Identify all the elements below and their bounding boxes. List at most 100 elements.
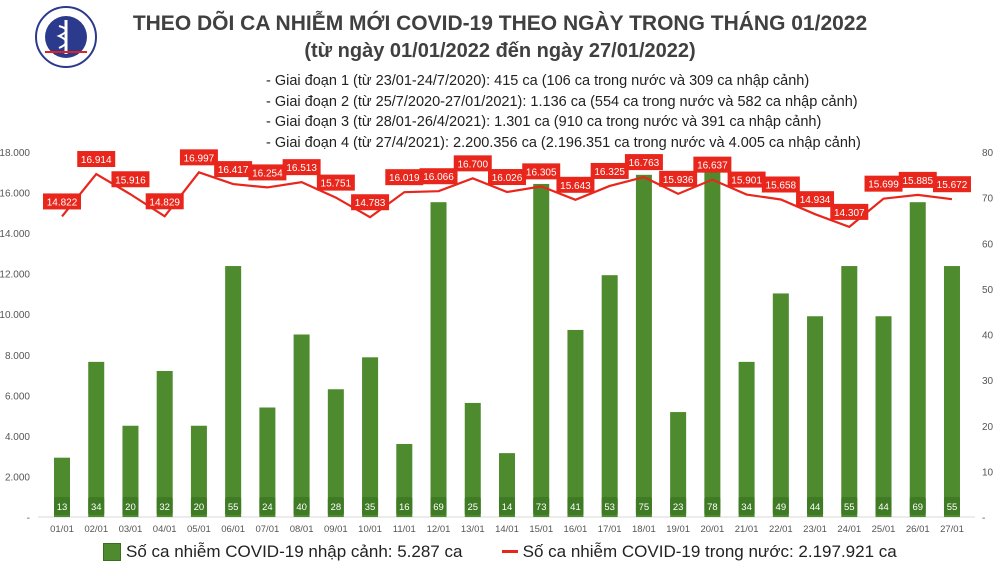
line-data-label: 14.783 xyxy=(355,198,386,209)
line-label-box xyxy=(111,171,150,188)
line-label-box xyxy=(898,171,937,188)
bar xyxy=(88,361,105,517)
bar-label-box xyxy=(567,497,584,515)
bar-label-box xyxy=(190,497,207,515)
bar xyxy=(772,293,789,517)
x-tick-label: 09/01 xyxy=(324,524,348,535)
right-tick-label: 40 xyxy=(982,331,994,342)
x-tick-label: 19/01 xyxy=(666,524,690,535)
ministry-of-health-logo xyxy=(35,6,97,68)
bar-label-box xyxy=(396,497,413,515)
x-tick-label: 20/01 xyxy=(700,524,724,535)
bar-label-box xyxy=(738,497,755,515)
note-2: - Giai đoạn 2 (từ 25/7/2020-27/01/2021):… xyxy=(266,93,858,110)
bar-data-label: 55 xyxy=(228,502,239,513)
bar-data-label: 49 xyxy=(776,502,787,513)
note-4: - Giai đoạn 4 (từ 27/4/2021): 2.200.356 … xyxy=(266,134,861,151)
line-data-label: 15.699 xyxy=(868,180,899,191)
x-tick-label: 08/01 xyxy=(290,524,314,535)
line-label-box xyxy=(214,161,253,178)
right-tick-label: 70 xyxy=(982,194,994,205)
bar-label-box xyxy=(293,497,310,515)
bar-label-box xyxy=(259,497,276,515)
x-tick-label: 10/01 xyxy=(358,524,382,535)
bar-label-box xyxy=(841,497,858,515)
bar-data-label: 34 xyxy=(741,502,752,513)
right-tick-label: 10 xyxy=(982,467,994,478)
bar-data-label: 44 xyxy=(878,502,889,513)
bar xyxy=(156,371,173,517)
line-label-box xyxy=(179,149,218,166)
bar xyxy=(225,266,242,517)
bar xyxy=(943,266,960,517)
bar xyxy=(807,316,824,517)
chart-subtitle: (từ ngày 01/01/2022 đến ngày 27/01/2022) xyxy=(304,40,696,62)
bar xyxy=(601,275,618,517)
line-data-label: 15.672 xyxy=(937,180,968,191)
bar-label-box xyxy=(943,497,960,515)
line-data-label: 15.936 xyxy=(663,175,694,186)
bar xyxy=(841,266,858,517)
bar-data-label: 13 xyxy=(57,502,68,513)
x-tick-label: 23/01 xyxy=(803,524,827,535)
bar-label-box xyxy=(601,497,618,515)
x-tick-label: 26/01 xyxy=(906,524,930,535)
bar xyxy=(909,202,926,517)
line-data-label: 16.066 xyxy=(423,172,454,183)
bar-data-label: 16 xyxy=(399,502,410,513)
right-tick-label: 20 xyxy=(982,422,994,433)
bar-data-label: 28 xyxy=(331,502,342,513)
bar xyxy=(190,425,207,517)
line-label-box xyxy=(830,203,869,220)
line-data-label: 16.417 xyxy=(218,165,249,176)
line-label-box xyxy=(556,176,595,193)
line-data-label: 14.829 xyxy=(149,197,180,208)
bar-label-box xyxy=(225,497,242,515)
line-label-box xyxy=(145,193,184,210)
left-tick-label: 2.000 xyxy=(5,472,30,483)
bar-label-box xyxy=(875,497,892,515)
x-tick-label: 22/01 xyxy=(769,524,793,535)
line-data-label: 14.307 xyxy=(834,208,865,219)
bar xyxy=(670,412,687,517)
bar xyxy=(738,361,755,517)
bar-data-label: 69 xyxy=(912,502,923,513)
bar-label-box xyxy=(430,497,447,515)
bar-label-box xyxy=(533,497,550,515)
bar-data-label: 40 xyxy=(296,502,307,513)
bar-data-label: 32 xyxy=(159,502,170,513)
line-data-label: 16.019 xyxy=(389,173,420,184)
bar-data-label: 20 xyxy=(125,502,136,513)
bar-label-box xyxy=(909,497,926,515)
left-tick-label: - xyxy=(27,513,30,524)
note-1: - Giai đoạn 1 (từ 23/01-24/7/2020): 415 … xyxy=(266,73,810,89)
bar-label-box xyxy=(464,497,481,515)
bar-label-box xyxy=(635,497,652,515)
legend-swatch-line xyxy=(501,550,518,554)
line-label-box xyxy=(453,155,492,172)
bar xyxy=(464,402,481,517)
line-label-box xyxy=(796,191,835,208)
x-tick-label: 24/01 xyxy=(837,524,861,535)
left-tick-label: 18.000 xyxy=(0,148,30,159)
bar-data-label: 78 xyxy=(707,502,718,513)
bar xyxy=(293,334,310,517)
line-data-label: 15.658 xyxy=(766,180,797,191)
line-label-box xyxy=(727,171,766,188)
left-tick-label: 12.000 xyxy=(0,270,30,281)
line-label-box xyxy=(932,176,971,193)
line-data-label: 14.934 xyxy=(800,195,831,206)
bar-label-box xyxy=(54,497,70,515)
bar-label-box xyxy=(327,497,344,515)
bar-data-label: 69 xyxy=(433,502,444,513)
line-data-label: 15.885 xyxy=(902,176,933,187)
chart-title: THEO DÕI CA NHIỄM MỚI COVID-19 THEO NGÀY… xyxy=(132,12,868,35)
x-tick-label: 21/01 xyxy=(735,524,759,535)
line-label-box xyxy=(316,174,355,191)
line-data-label: 16.700 xyxy=(457,159,488,170)
line-data-label: 16.637 xyxy=(697,161,728,172)
x-tick-label: 06/01 xyxy=(221,524,245,535)
left-tick-label: 10.000 xyxy=(0,310,30,321)
bar-data-label: 53 xyxy=(604,502,615,513)
